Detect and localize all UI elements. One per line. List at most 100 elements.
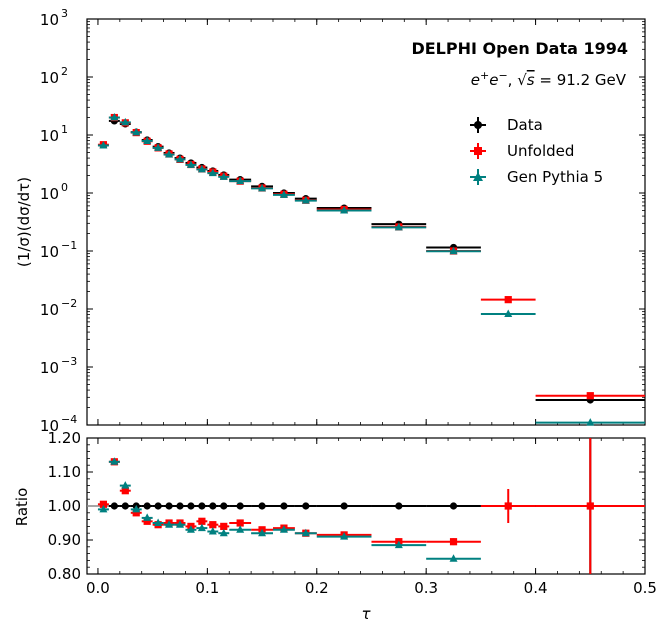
main-data-point	[165, 150, 174, 158]
main-data-point	[236, 176, 245, 185]
legend: Data Unfolded Gen Pythia 5	[470, 116, 603, 186]
legend-label-unfolded: Unfolded	[507, 142, 574, 160]
main-data-point	[197, 164, 206, 173]
legend-marker-data	[470, 117, 486, 133]
sub-plus: +	[480, 69, 489, 82]
x-tick-label: 0.4	[524, 579, 548, 597]
main-y-tick-label: 10	[40, 417, 59, 435]
ratio-data-point	[154, 518, 163, 526]
ratio-data-point	[187, 502, 195, 510]
ratio-data-point	[302, 502, 310, 510]
ratio-data-point	[176, 520, 184, 528]
x-tick-label: 0.2	[305, 579, 329, 597]
ratio-data-point	[220, 522, 228, 530]
main-y-tick-exponent: −4	[61, 413, 77, 426]
main-data-point	[449, 246, 458, 255]
main-y-tick-exponent: −1	[61, 239, 77, 252]
ratio-y-tick-label: 0.90	[48, 531, 81, 549]
ratio-data-point	[121, 481, 130, 489]
sub-comma: ,	[508, 71, 518, 89]
ratio-data-point	[143, 513, 152, 521]
ratio-data-point	[395, 502, 403, 510]
sub-s: s	[527, 71, 535, 89]
sub-energy: = 91.2 GeV	[535, 71, 627, 89]
main-data-point	[586, 392, 594, 400]
main-series	[97, 113, 645, 426]
x-axis-label: τ	[361, 605, 371, 623]
main-y-tick-exponent: −3	[61, 355, 77, 368]
main-y-tick-label: 10	[40, 127, 59, 145]
x-tick-label: 0.5	[633, 579, 657, 597]
ratio-series-gen-pythia-5	[97, 457, 481, 562]
ratio-data-point	[236, 502, 244, 510]
main-data-point	[219, 172, 228, 180]
legend-marker-unfolded	[470, 143, 486, 159]
ratio-data-point	[197, 523, 206, 532]
ratio-data-point	[236, 519, 244, 527]
ratio-data-point	[99, 500, 108, 508]
ratio-data-point	[220, 502, 228, 510]
ratio-data-point	[219, 528, 228, 537]
ratio-data-point	[236, 525, 245, 533]
ratio-data-point	[121, 487, 129, 495]
main-data-point	[132, 127, 141, 136]
main-data-point	[99, 140, 108, 149]
ratio-data-point	[504, 502, 512, 510]
ratio-data-point	[198, 502, 206, 510]
main-y-tick-label: 10	[40, 301, 59, 319]
ratio-data-point	[209, 521, 217, 529]
ratio-data-point	[176, 502, 184, 510]
chart-annotation: DELPHI Open Data 1994	[411, 39, 628, 58]
main-y-tick-exponent: −2	[61, 297, 77, 310]
main-y-tick-exponent: 2	[61, 65, 68, 78]
ratio-data-point	[121, 502, 129, 510]
main-data-point	[110, 113, 119, 121]
ratio-y-tick-label: 1.00	[48, 497, 81, 515]
x-tick-label: 0.3	[414, 579, 438, 597]
main-data-point	[301, 196, 310, 204]
ratio-data-point	[258, 528, 267, 537]
main-y-tick-label: 10	[40, 185, 59, 203]
x-tick-label: 0.0	[86, 579, 110, 597]
main-y-tick-label: 10	[40, 11, 59, 29]
ratio-data-point	[279, 525, 288, 533]
ratio-data-point	[132, 504, 141, 513]
ratio-y-tick-label: 1.10	[48, 463, 81, 481]
sub-e1: e	[471, 71, 480, 89]
ratio-data-point	[165, 502, 173, 510]
ratio-data-point	[208, 527, 217, 535]
main-series-gen-pythia-5	[97, 113, 645, 426]
main-y-axis-label: (1/σ)(dσ/dτ)	[15, 177, 33, 267]
sub-minus: −	[498, 69, 507, 82]
main-data-point	[340, 205, 349, 214]
sub-e2: e	[489, 71, 498, 89]
ratio-data-point	[586, 502, 594, 510]
ratio-data-point	[143, 517, 151, 525]
main-y-tick-label: 10	[40, 69, 59, 87]
main-data-point	[154, 143, 163, 151]
main-data-point	[586, 418, 595, 426]
ratio-data-point	[132, 509, 140, 517]
ratio-data-point	[209, 502, 217, 510]
ratio-data-point	[301, 528, 310, 537]
main-data-point	[258, 183, 267, 192]
ratio-data-point	[449, 554, 458, 562]
ratio-data-point	[154, 502, 162, 510]
main-y-tick-exponent: 0	[61, 181, 68, 194]
main-data-point	[504, 309, 513, 317]
main-series-data	[108, 117, 645, 404]
ratio-data-point	[280, 502, 288, 510]
main-data-point	[208, 168, 217, 177]
ratio-data-point	[143, 502, 151, 510]
main-data-point	[279, 190, 288, 198]
ratio-data-point	[340, 532, 349, 540]
legend-marker-pythia	[470, 169, 486, 185]
ratio-y-axis-label: Ratio	[13, 488, 31, 527]
legend-label-pythia: Gen Pythia 5	[507, 168, 603, 186]
ratio-y-ticks: 0.80 0.90 1.00 1.10 1.20	[48, 429, 645, 583]
main-data-point	[176, 154, 184, 163]
ratio-data-point	[394, 540, 403, 549]
chart-subannotation: e+e−, √s = 91.2 GeV	[471, 69, 627, 89]
